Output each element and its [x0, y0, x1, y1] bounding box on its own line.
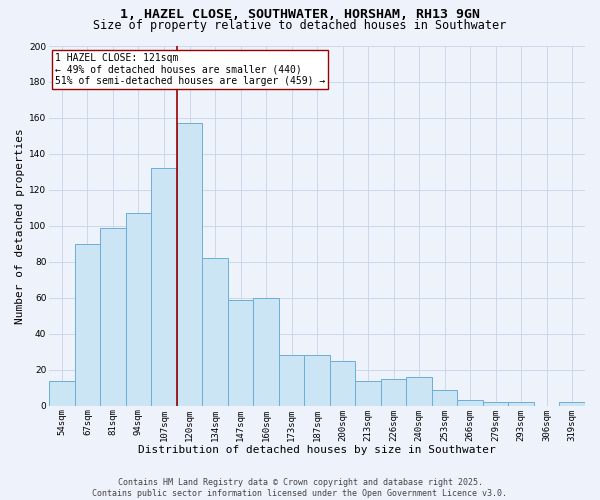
Text: 1 HAZEL CLOSE: 121sqm
← 49% of detached houses are smaller (440)
51% of semi-det: 1 HAZEL CLOSE: 121sqm ← 49% of detached …: [55, 53, 325, 86]
Bar: [483, 402, 508, 406]
Bar: [406, 377, 432, 406]
Bar: [432, 390, 457, 406]
Bar: [253, 298, 279, 406]
Bar: [75, 244, 100, 406]
Text: Size of property relative to detached houses in Southwater: Size of property relative to detached ho…: [94, 19, 506, 32]
Bar: [559, 402, 585, 406]
Text: Contains HM Land Registry data © Crown copyright and database right 2025.
Contai: Contains HM Land Registry data © Crown c…: [92, 478, 508, 498]
Bar: [49, 380, 75, 406]
Bar: [508, 402, 534, 406]
Bar: [381, 379, 406, 406]
Bar: [100, 228, 126, 406]
Bar: [202, 258, 228, 406]
Bar: [177, 124, 202, 406]
Bar: [126, 214, 151, 406]
Bar: [304, 356, 330, 406]
Bar: [330, 361, 355, 406]
Bar: [151, 168, 177, 406]
Bar: [457, 400, 483, 406]
Bar: [355, 380, 381, 406]
X-axis label: Distribution of detached houses by size in Southwater: Distribution of detached houses by size …: [138, 445, 496, 455]
Y-axis label: Number of detached properties: Number of detached properties: [15, 128, 25, 324]
Bar: [228, 300, 253, 406]
Bar: [279, 356, 304, 406]
Text: 1, HAZEL CLOSE, SOUTHWATER, HORSHAM, RH13 9GN: 1, HAZEL CLOSE, SOUTHWATER, HORSHAM, RH1…: [120, 8, 480, 20]
